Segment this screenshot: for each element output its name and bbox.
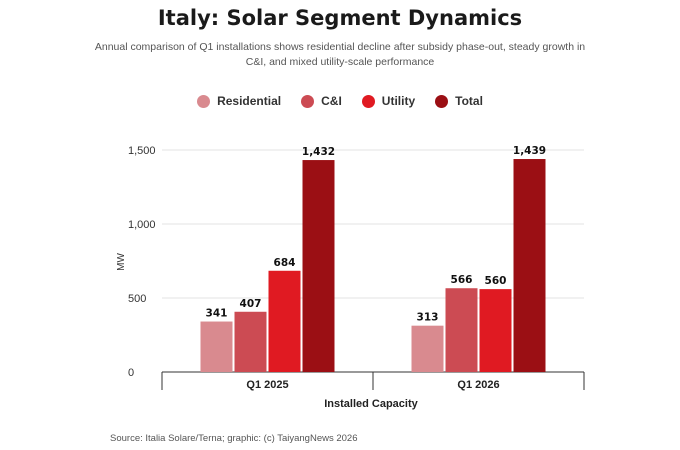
data-label: 1,439 [513,145,546,157]
x-axis-label: Installed Capacity [324,398,418,410]
bar-ci-1 [234,311,267,372]
x-category-label: Q1 2025 [246,379,288,391]
y-tick-label: 0 [128,367,134,379]
legend-item-utility: Utility [361,94,416,108]
legend-swatch-total [435,94,449,108]
bar-total-1 [302,160,335,372]
data-label: 313 [417,312,439,324]
x-category-label: Q1 2026 [457,379,499,391]
bar-utility-1 [268,270,301,372]
bar-residential-2 [411,325,444,372]
legend-swatch-residential [197,94,211,108]
legend-item-total: Total [435,94,483,108]
chart-subtitle: Annual comparison of Q1 installations sh… [94,41,586,68]
data-label: 560 [485,275,507,287]
data-label: 407 [240,298,262,310]
data-label: 1,432 [302,146,335,158]
data-label: 684 [274,257,296,269]
legend-label-total: Total [455,94,483,108]
chart-title: Italy: Solar Segment Dynamics [157,6,523,30]
y-axis-label: MW [116,253,127,271]
bar-total-2 [513,159,546,372]
legend-label-ci: C&I [321,94,342,108]
legend: Residential C&I Utility Total [0,94,680,108]
y-tick-label: 1,500 [128,145,156,157]
legend-swatch-utility [361,94,375,108]
y-tick-label: 500 [128,293,146,305]
legend-item-residential: Residential [197,94,281,108]
source-note: Source: Italia Solare/Terna; graphic: (c… [110,433,358,444]
legend-label-residential: Residential [217,94,282,108]
legend-swatch-ci [301,94,315,108]
legend-label-utility: Utility [381,94,416,108]
data-label: 566 [451,274,473,286]
bar-residential-1 [200,321,233,372]
legend-item-ci: C&I [301,94,342,108]
y-tick-label: 1,000 [128,219,156,231]
bar-ci-2 [445,288,478,372]
bar-utility-2 [479,289,512,372]
data-label: 341 [206,308,228,320]
